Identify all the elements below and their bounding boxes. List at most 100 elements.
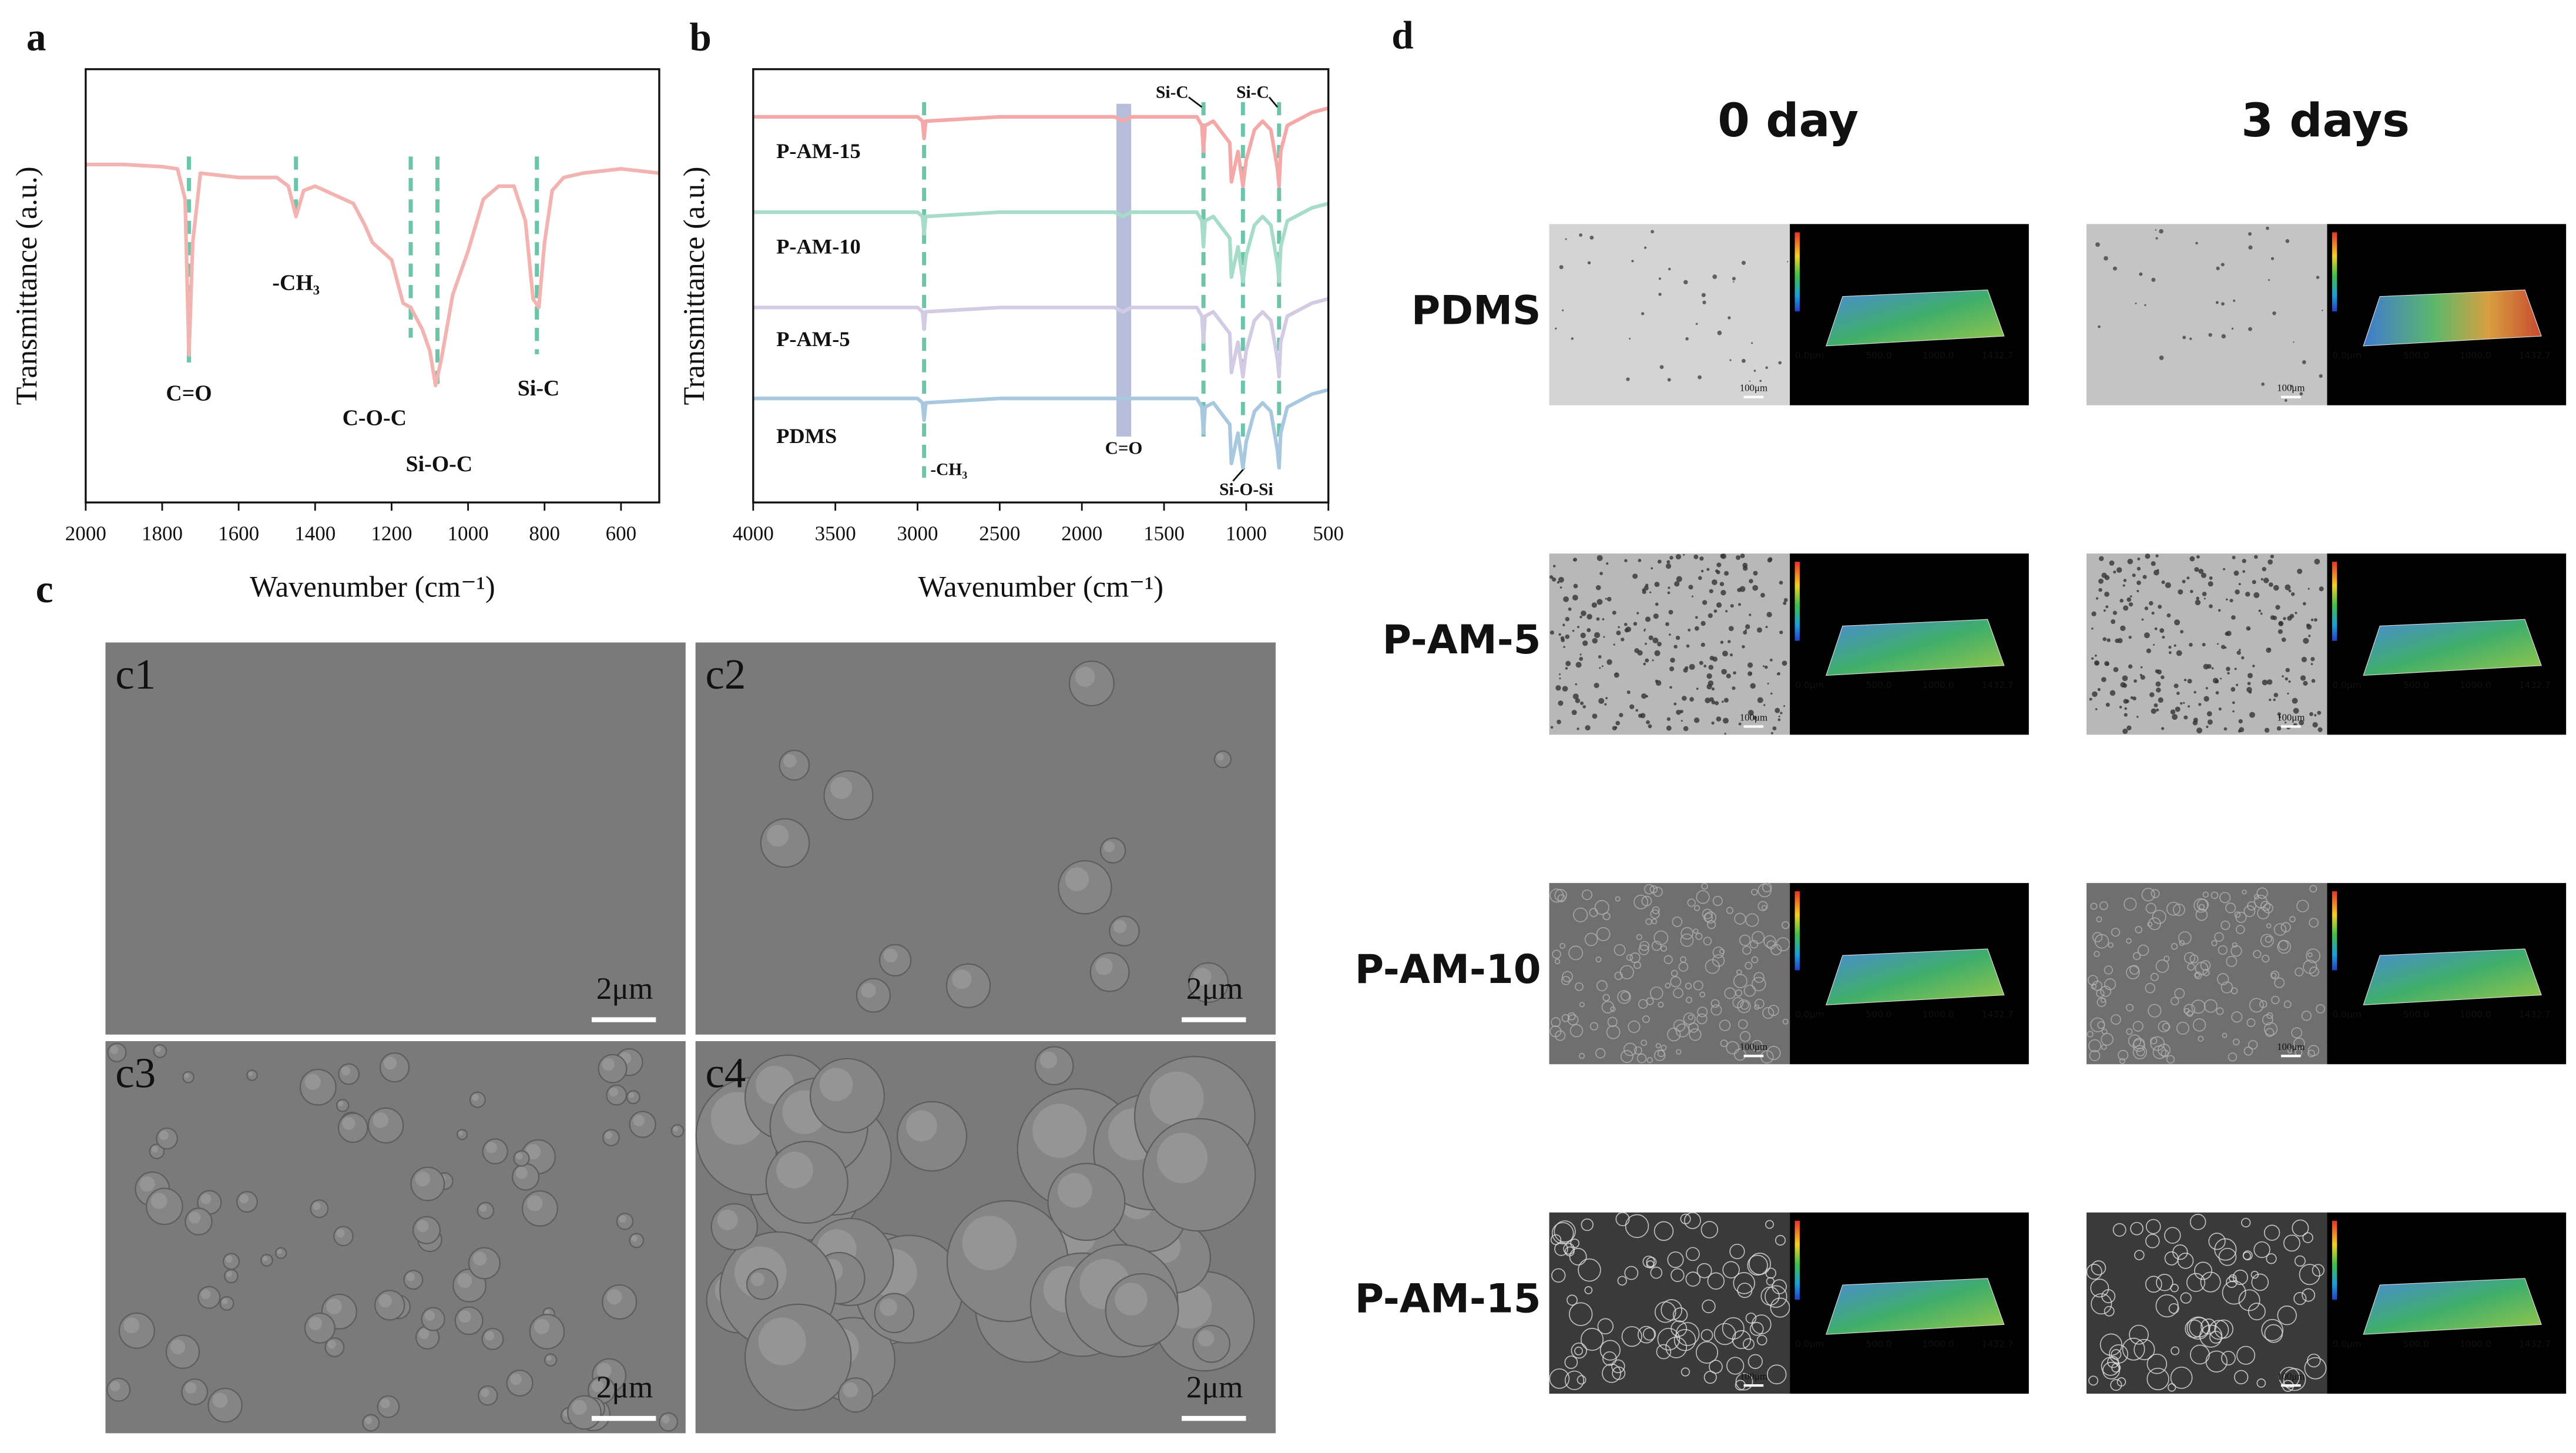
sem-highlight	[1198, 1330, 1215, 1347]
sem-highlight	[226, 1271, 233, 1277]
micro-feature	[2265, 1028, 2275, 1037]
micro-feature	[2264, 1324, 2283, 1343]
micro-feature	[2126, 965, 2140, 979]
micro-feature	[2119, 599, 2124, 603]
micro-feature	[2095, 661, 2099, 666]
micro-feature	[1549, 630, 1554, 635]
profile-surface	[2363, 289, 2542, 347]
micro-feature	[1654, 650, 1661, 656]
micro-feature	[1652, 906, 1660, 914]
sem-highlight	[342, 1116, 355, 1130]
micro-feature	[1559, 673, 1561, 676]
micro-feature	[1564, 1355, 1578, 1369]
micro-feature	[1619, 713, 1624, 717]
micro-feature	[2211, 891, 2219, 900]
profile-axis-label: 0.0μm	[1795, 1338, 1824, 1349]
micro-feature	[2208, 1233, 2226, 1250]
profile-axis-label: 1000.0	[1923, 350, 1954, 361]
x-tick-label: 4000	[733, 522, 774, 545]
micro-feature	[2094, 655, 2097, 657]
sem-highlight	[406, 1273, 415, 1281]
micro-feature	[1703, 912, 1713, 922]
micro-feature	[2312, 1264, 2325, 1277]
micro-feature	[1775, 1234, 1786, 1246]
micro-feature	[2245, 592, 2250, 597]
micro-feature	[2262, 1014, 2273, 1025]
sem-highlight	[661, 1415, 670, 1424]
micro-feature	[2097, 1021, 2105, 1029]
micro-feature	[2176, 692, 2180, 695]
micro-feature	[1703, 665, 1707, 668]
micro-feature	[1720, 1039, 1728, 1048]
micro-feature	[2218, 609, 2221, 612]
image-label: c3	[115, 1049, 156, 1096]
micro-feature	[1656, 1344, 1672, 1360]
micro-feature	[2225, 632, 2229, 636]
sem-highlight	[222, 1298, 228, 1305]
micro-feature	[1739, 586, 1746, 592]
micro-feature	[2161, 727, 2165, 730]
micro-feature	[1614, 944, 1626, 956]
micro-feature	[1646, 720, 1650, 724]
micro-feature	[2155, 681, 2161, 687]
micro-feature	[2116, 567, 2122, 573]
micro-feature	[1605, 598, 1607, 600]
micro-feature	[1698, 576, 1702, 580]
micro-feature	[1675, 1023, 1690, 1038]
micro-feature	[1575, 982, 1584, 991]
micro-feature	[2144, 632, 2150, 639]
sem-highlight	[1032, 1103, 1087, 1158]
micro-feature	[2307, 952, 2313, 958]
micro-feature	[1651, 941, 1662, 951]
micro-feature	[1658, 1001, 1664, 1008]
peak-label: C=O	[166, 381, 212, 406]
scale-bar-label: 2μm	[596, 971, 653, 1006]
micro-feature	[1726, 907, 1734, 914]
micro-feature	[2216, 643, 2219, 645]
micro-feature	[2109, 560, 2115, 566]
micro-feature	[1580, 1328, 1604, 1351]
micro-feature	[2302, 1288, 2316, 1302]
micro-feature	[1783, 601, 1787, 605]
micro-feature	[1669, 556, 1673, 560]
micro-feature	[2161, 675, 2165, 679]
profile-colorbar	[1795, 232, 1800, 311]
micro-feature	[2291, 1027, 2303, 1039]
micro-feature	[1695, 1341, 1719, 1364]
micro-feature	[2166, 613, 2171, 618]
micro-feature	[1550, 1234, 1562, 1246]
micro-feature	[2216, 1007, 2224, 1015]
micro-feature	[1555, 327, 1557, 330]
micro-feature	[2149, 600, 2154, 606]
micro-feature	[1722, 650, 1728, 657]
micro-feature	[1688, 628, 1691, 632]
micro-feature	[2232, 942, 2238, 948]
micro-feature	[2208, 333, 2212, 337]
micro-feature	[2319, 374, 2323, 378]
micro-feature	[1706, 684, 1712, 690]
scale-bar-label: 100μm	[1740, 1371, 1767, 1382]
micro-feature	[2158, 605, 2162, 609]
micro-feature	[2129, 1324, 2149, 1345]
micrograph	[2086, 224, 2327, 405]
micro-feature	[2195, 241, 2198, 245]
micro-feature	[2107, 638, 2111, 642]
sem-highlight	[544, 1309, 550, 1315]
micro-feature	[1770, 731, 1773, 734]
micro-feature	[2235, 925, 2245, 934]
scale-bar-label: 100μm	[1740, 712, 1767, 723]
micro-feature	[2135, 302, 2137, 304]
micro-feature	[1599, 1340, 1621, 1361]
micro-feature	[1659, 365, 1664, 370]
micro-feature	[2179, 940, 2185, 946]
micro-feature	[2147, 921, 2153, 927]
sem-highlight	[606, 1289, 622, 1305]
micro-feature	[1610, 1006, 1616, 1012]
micro-feature	[2154, 703, 2158, 707]
micro-feature	[1636, 934, 1642, 941]
micro-feature	[1756, 627, 1762, 633]
sem-highlight	[189, 1212, 201, 1224]
micro-feature	[1747, 710, 1754, 716]
micro-feature	[1571, 710, 1577, 716]
micro-feature	[1674, 581, 1680, 587]
